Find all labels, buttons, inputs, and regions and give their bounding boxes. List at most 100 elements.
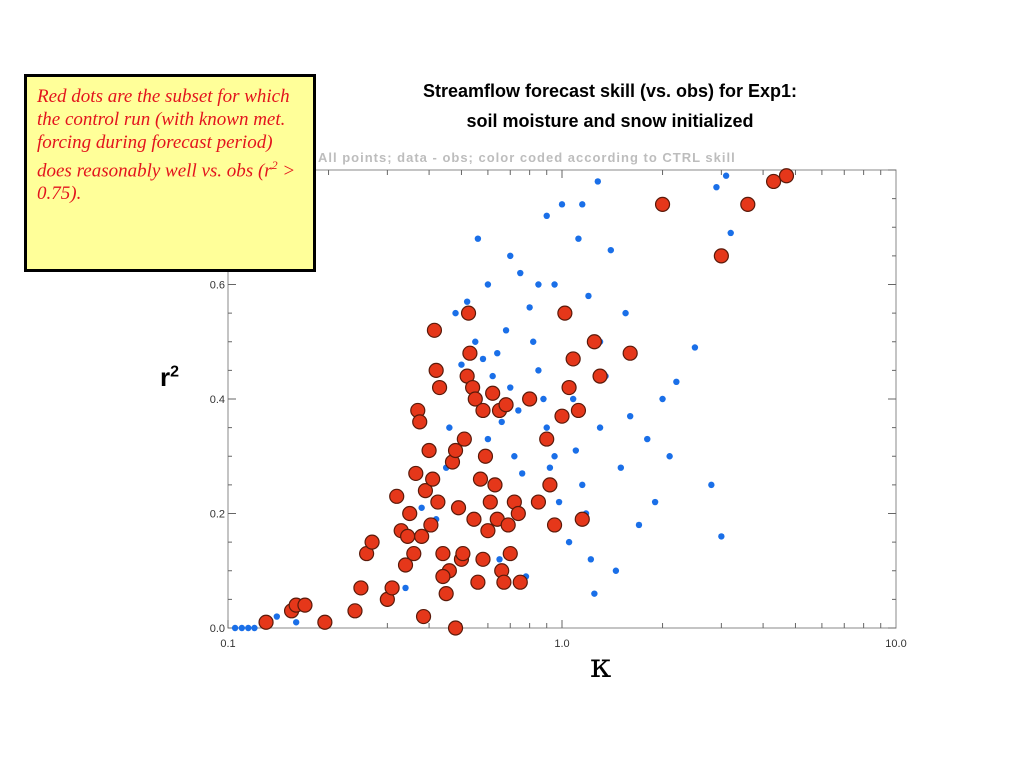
x-axis-label: κ — [590, 646, 612, 686]
blue-point — [472, 338, 479, 345]
blue-point — [543, 212, 550, 219]
red-point — [512, 574, 528, 590]
red-point — [297, 597, 313, 613]
red-point — [431, 379, 448, 396]
red-point — [258, 614, 274, 630]
faded-subtitle: All points; data - obs; color coded acco… — [318, 150, 736, 165]
red-point — [438, 586, 454, 602]
red-point — [510, 505, 526, 522]
blue-point — [718, 533, 725, 540]
blue-point — [526, 304, 533, 311]
red-point — [574, 511, 590, 527]
blue-point — [579, 481, 586, 489]
blue-point — [507, 384, 514, 391]
red-point — [530, 494, 547, 510]
blue-point — [463, 298, 471, 305]
blue-point — [458, 361, 465, 368]
blue-point — [666, 453, 673, 460]
red-point — [400, 528, 416, 545]
blue-point — [446, 424, 453, 431]
red-point — [435, 568, 451, 585]
blue-point — [607, 246, 615, 254]
blue-point — [507, 252, 514, 260]
blue-point — [245, 624, 252, 632]
red-point — [435, 545, 451, 562]
red-point — [586, 334, 602, 350]
blue-point — [558, 201, 566, 208]
blue-point — [572, 447, 580, 454]
red-point — [397, 557, 414, 573]
blue-point — [659, 395, 666, 403]
x-tick-label: 1.0 — [554, 638, 569, 650]
blue-point — [591, 590, 598, 597]
blue-point — [452, 309, 459, 317]
blue-point — [535, 367, 542, 374]
blue-point — [651, 498, 659, 506]
red-point — [472, 471, 489, 487]
red-point — [389, 488, 405, 504]
red-point — [765, 173, 782, 190]
red-point — [496, 574, 512, 590]
red-point — [570, 402, 587, 419]
blue-point — [502, 327, 510, 334]
blue-point — [617, 464, 625, 471]
red-point — [498, 397, 514, 413]
chart-title: Streamflow forecast skill (vs. obs) for … — [330, 76, 890, 136]
blue-point — [626, 412, 634, 420]
blue-point — [722, 172, 730, 179]
red-point — [500, 517, 516, 533]
red-point — [417, 483, 434, 499]
blue-point — [238, 624, 246, 632]
blue-point — [498, 418, 505, 426]
red-point — [539, 431, 555, 447]
blue-point — [474, 235, 482, 242]
blue-point — [579, 201, 586, 208]
red-point — [430, 494, 446, 510]
red-point — [542, 477, 558, 493]
red-point — [554, 408, 570, 424]
blue-point — [418, 504, 425, 511]
red-point — [477, 448, 494, 464]
red-point — [480, 523, 496, 539]
red-point — [425, 471, 441, 487]
blue-point — [585, 292, 592, 300]
blue-point — [251, 624, 258, 632]
blue-point — [551, 453, 558, 460]
blue-point — [622, 309, 629, 317]
blue-point — [596, 424, 604, 431]
red-point — [450, 500, 467, 516]
y-axis-label-sup: 2 — [170, 363, 180, 381]
blue-point — [535, 281, 542, 288]
red-point — [414, 528, 430, 545]
red-point — [778, 168, 795, 184]
red-point — [713, 248, 729, 264]
blue-point — [708, 481, 715, 489]
red-point — [546, 517, 563, 533]
red-point — [467, 391, 483, 407]
blue-point — [515, 407, 522, 414]
red-point — [475, 402, 491, 419]
red-point — [482, 494, 498, 510]
red-point — [565, 351, 581, 367]
red-point — [470, 574, 486, 590]
blue-point — [543, 424, 550, 431]
blue-point — [231, 624, 239, 632]
red-point — [654, 196, 671, 212]
blue-point — [489, 372, 496, 380]
blue-point — [511, 453, 518, 460]
red-point — [557, 305, 573, 321]
blue-point — [402, 584, 409, 592]
red-point — [447, 442, 464, 459]
y-tick-label: 0.6 — [210, 280, 225, 292]
x-tick-label: 0.1 — [220, 638, 235, 650]
blue-point — [727, 229, 734, 237]
annotation-box: Red dots are the subset for which the co… — [24, 74, 316, 272]
blue-point — [546, 464, 554, 471]
blue-point — [587, 556, 595, 563]
red-point — [740, 196, 756, 212]
red-point — [412, 414, 428, 430]
red-point — [622, 345, 638, 361]
title-line-1: Streamflow forecast skill (vs. obs) for … — [422, 81, 798, 101]
blue-point — [673, 378, 680, 386]
blue-point — [273, 613, 281, 620]
